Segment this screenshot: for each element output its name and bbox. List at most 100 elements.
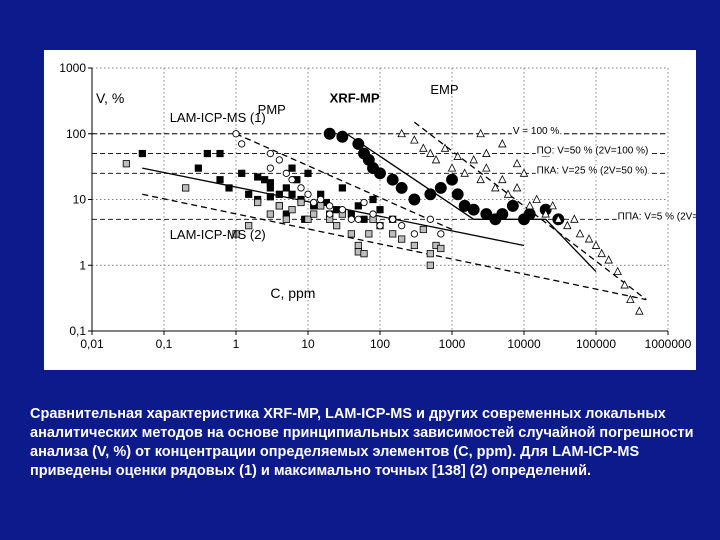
data-point-square bbox=[333, 222, 341, 230]
data-point-circle bbox=[326, 202, 334, 210]
data-point-large-circle bbox=[424, 188, 437, 201]
data-point-circle bbox=[288, 176, 296, 184]
data-point-triangle bbox=[613, 266, 622, 276]
y-tick-label: 100 bbox=[66, 127, 86, 141]
x-tick-label: 0,1 bbox=[156, 337, 173, 351]
data-point-square bbox=[310, 210, 318, 218]
annotation-background bbox=[535, 165, 649, 177]
data-point-triangle bbox=[482, 148, 491, 157]
data-point-triangle bbox=[541, 209, 550, 218]
data-point-square bbox=[297, 198, 305, 207]
data-point-square bbox=[354, 241, 362, 250]
annotation-label: XRF-MP bbox=[330, 90, 380, 105]
data-point-square bbox=[254, 173, 262, 181]
data-point-large-circle bbox=[467, 203, 480, 216]
data-point-square bbox=[194, 164, 202, 172]
data-point-triangle bbox=[570, 214, 579, 223]
data-point-large-circle bbox=[386, 173, 399, 186]
data-point-triangle bbox=[525, 200, 534, 210]
data-point-square bbox=[266, 184, 274, 192]
data-point-triangle bbox=[584, 234, 594, 243]
data-point-square bbox=[288, 190, 296, 198]
data-point-square bbox=[203, 149, 211, 158]
data-point-square bbox=[376, 206, 384, 214]
data-point-large-circle bbox=[434, 181, 447, 194]
data-point-large-circle bbox=[451, 188, 464, 201]
data-point-triangle bbox=[548, 200, 557, 210]
data-point-square bbox=[216, 176, 224, 184]
annotation-label: LAM-ICP-MS (1) bbox=[170, 110, 266, 125]
data-point-square bbox=[354, 202, 362, 210]
data-point-triangle bbox=[491, 183, 500, 192]
data-point-square bbox=[282, 184, 290, 192]
data-point-square bbox=[282, 215, 290, 223]
data-point-triangle bbox=[469, 155, 478, 164]
data-point-circle bbox=[398, 222, 406, 230]
data-point-triangle bbox=[419, 143, 428, 152]
data-point-circle bbox=[437, 230, 445, 238]
data-point-large-circle bbox=[374, 167, 386, 180]
data-point-circle bbox=[310, 198, 318, 207]
data-point-circle bbox=[369, 210, 377, 218]
data-point-triangle bbox=[512, 158, 522, 168]
data-point-square bbox=[288, 206, 296, 214]
annotation-label: ПКА: V=25 % (2V=50 %) bbox=[537, 165, 648, 176]
x-tick-label: 0,01 bbox=[80, 337, 104, 351]
data-point-triangle bbox=[447, 163, 457, 172]
annotation-background bbox=[511, 125, 561, 137]
data-point-square bbox=[275, 202, 283, 210]
data-point-large-circle bbox=[480, 208, 493, 221]
data-point-triangle bbox=[635, 306, 644, 315]
x-tick-label: 10000 bbox=[507, 337, 541, 351]
data-point-triangle bbox=[426, 148, 435, 157]
data-point-circle bbox=[389, 215, 397, 223]
data-point-circle bbox=[426, 215, 434, 223]
data-point-square bbox=[238, 169, 246, 177]
data-point-square bbox=[182, 184, 190, 192]
data-point-square bbox=[398, 235, 406, 243]
data-point-square bbox=[437, 244, 445, 253]
data-point-square bbox=[138, 149, 146, 158]
data-point-circle bbox=[317, 195, 325, 204]
data-point-square bbox=[317, 202, 325, 210]
data-point-square bbox=[245, 222, 253, 230]
data-point-large-circle bbox=[496, 208, 509, 221]
data-point-square bbox=[304, 215, 312, 223]
data-point-circle bbox=[266, 164, 275, 172]
data-point-large-circle bbox=[395, 181, 408, 194]
x-tick-label: 100000 bbox=[576, 337, 616, 351]
data-point-triangle bbox=[476, 128, 485, 138]
data-point-square bbox=[419, 225, 427, 234]
data-point-triangle bbox=[563, 220, 572, 230]
data-point-square bbox=[225, 184, 233, 192]
annotation-background bbox=[616, 211, 696, 223]
data-point-square bbox=[266, 193, 274, 201]
data-point-circle bbox=[232, 130, 240, 138]
data-point-square bbox=[360, 250, 368, 258]
data-point-triangle bbox=[597, 248, 606, 258]
data-point-square bbox=[275, 190, 283, 198]
x-tick-label: 1 bbox=[233, 337, 240, 351]
data-point-triangle bbox=[620, 280, 629, 289]
chart-panel: 0,01 0,1 1 10 100 1000 10000 100000 1000000 0,1 1 1… bbox=[44, 50, 696, 370]
x-tick-label: 1000000 bbox=[645, 337, 692, 351]
data-point-triangle bbox=[482, 163, 491, 172]
data-point-circle bbox=[304, 190, 312, 198]
data-point-square bbox=[216, 149, 224, 158]
data-point-large-circle bbox=[506, 199, 519, 212]
data-point-triangle bbox=[476, 174, 485, 184]
annotation-label: PMP bbox=[258, 102, 286, 117]
trend-line bbox=[142, 193, 647, 301]
annotation-label: V = 100 % bbox=[513, 126, 560, 137]
data-point-large-circle bbox=[336, 130, 349, 143]
annotation-background bbox=[535, 145, 650, 157]
y-tick-label: 1000 bbox=[59, 61, 86, 75]
data-point-square bbox=[389, 230, 397, 238]
data-point-circle bbox=[326, 210, 334, 218]
data-point-triangle bbox=[410, 135, 419, 144]
data-point-square bbox=[369, 195, 377, 204]
data-point-circle bbox=[354, 215, 362, 223]
data-point-square bbox=[426, 250, 434, 258]
data-point-circle bbox=[360, 198, 368, 207]
data-point-circle bbox=[338, 206, 347, 214]
